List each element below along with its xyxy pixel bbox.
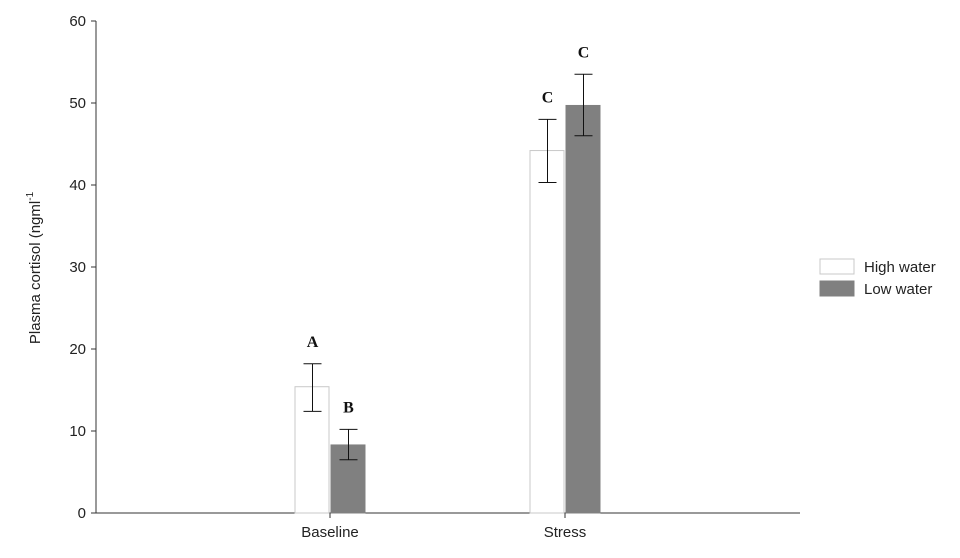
y-tick-label: 10 bbox=[69, 423, 86, 440]
x-tick-label: Stress bbox=[544, 524, 587, 541]
bar bbox=[330, 444, 366, 514]
significance-letter: C bbox=[542, 89, 554, 106]
legend-label: High water bbox=[864, 259, 936, 276]
y-tick-label: 50 bbox=[69, 95, 86, 112]
significance-letter: B bbox=[343, 399, 354, 416]
legend-swatch bbox=[819, 280, 855, 297]
y-tick-label: 40 bbox=[69, 177, 86, 194]
x-tick-label: Baseline bbox=[301, 524, 359, 541]
y-tick-label: 0 bbox=[78, 505, 86, 522]
significance-letter: C bbox=[578, 44, 590, 61]
y-axis-label: Plasma cortisol (ngml-1 bbox=[25, 191, 44, 344]
bar bbox=[565, 104, 601, 514]
legend-swatch bbox=[819, 258, 855, 275]
y-tick-label: 30 bbox=[69, 259, 86, 276]
y-tick-label: 20 bbox=[69, 341, 86, 358]
significance-letter: A bbox=[307, 334, 319, 351]
legend-label: Low water bbox=[864, 281, 932, 298]
y-tick-label: 60 bbox=[69, 13, 86, 30]
bar bbox=[529, 150, 565, 514]
